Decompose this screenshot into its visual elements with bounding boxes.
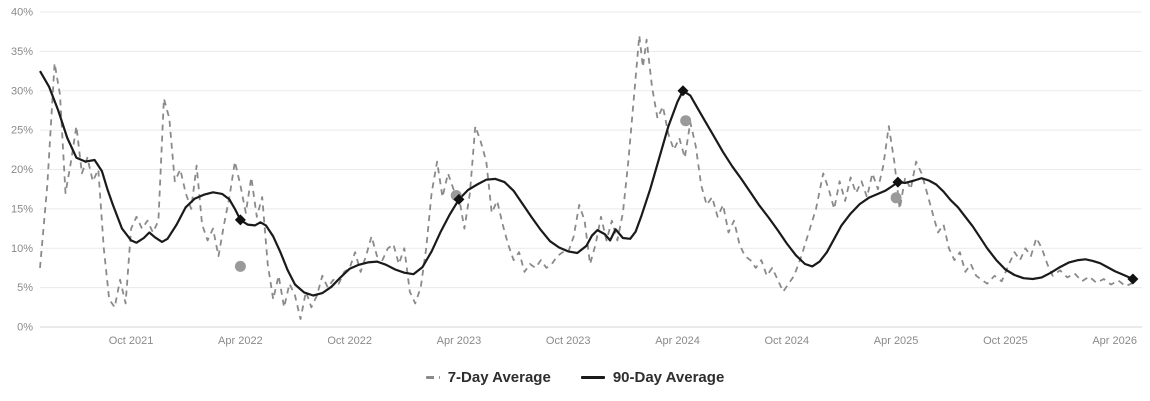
x-tick-label: Apr 2023: [437, 335, 482, 347]
diamond-marker[interactable]: [453, 193, 465, 205]
chart-area: 0% 5% 10% 15% 20% 25% 30% 35% 40% Oct 2021 Apr 202…: [11, 7, 1142, 347]
y-tick-label: 25%: [11, 125, 33, 137]
x-tick-label: Oct 2021: [109, 335, 154, 347]
x-tick-label: Oct 2022: [327, 335, 372, 347]
dashed-line-swatch: [425, 375, 440, 379]
x-tick-label: Oct 2023: [546, 335, 591, 347]
y-tick-label: 40%: [11, 7, 33, 19]
legend-label-90day-average: 90-Day Average: [612, 368, 725, 386]
x-tick-label: Oct 2025: [983, 335, 1028, 347]
x-tick-label: Apr 2024: [655, 335, 700, 347]
legend-label-7day-average: 7-Day Average: [447, 368, 551, 386]
y-tick-label: 10%: [11, 243, 33, 255]
circle-marker[interactable]: [680, 115, 692, 127]
chart-legend: 7-Day Average 90-Day Average: [0, 357, 1150, 397]
x-tick-label: Oct 2024: [764, 335, 809, 347]
line-chart-svg: 0% 5% 10% 15% 20% 25% 30% 35% 40% Oct 2021 Apr 202…: [11, 7, 1142, 347]
legend-item-7day-average[interactable]: 7-Day Average: [425, 368, 551, 386]
circle-marker[interactable]: [234, 260, 246, 272]
solid-line-swatch: [580, 375, 605, 379]
y-tick-label: 15%: [11, 203, 33, 215]
diamond-marker[interactable]: [677, 85, 689, 97]
y-tick-label: 30%: [11, 85, 33, 97]
y-tick-label: 5%: [17, 282, 33, 294]
y-tick-label: 20%: [11, 164, 33, 176]
y-tick-label: 0%: [17, 322, 33, 334]
series-line-7day-average[interactable]: [39, 34, 1134, 320]
legend-item-90day-average[interactable]: 90-Day Average: [580, 368, 725, 386]
y-tick-label: 35%: [11, 46, 33, 58]
x-tick-label: Apr 2025: [874, 335, 919, 347]
circle-marker[interactable]: [890, 192, 902, 204]
x-tick-label: Apr 2022: [218, 335, 263, 347]
x-tick-label: Apr 2026: [1092, 335, 1137, 347]
diamond-marker[interactable]: [1127, 273, 1139, 285]
series-line-90day-average[interactable]: [39, 70, 1134, 297]
diamond-marker[interactable]: [234, 214, 246, 226]
diamond-marker[interactable]: [892, 176, 904, 188]
